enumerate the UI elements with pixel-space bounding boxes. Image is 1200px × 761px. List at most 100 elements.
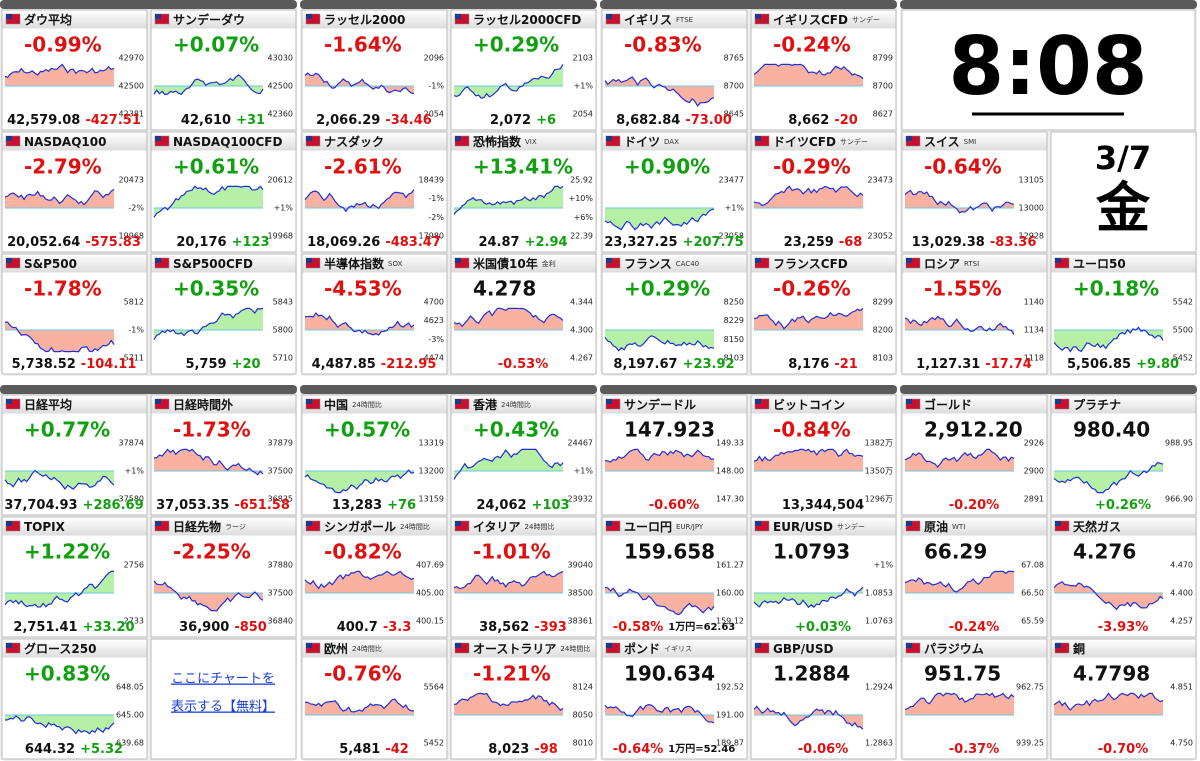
tile-header: [902, 639, 1047, 658]
bottom-value: 13,283: [332, 498, 382, 513]
tile-bg: [150, 516, 297, 638]
subtitle: EUR/JPY: [676, 523, 704, 531]
bottom-value: 38,562: [479, 620, 529, 635]
sparkline: [4, 570, 114, 608]
promo-link[interactable]: ここにチャートを: [171, 672, 275, 687]
chart-label: 5452: [424, 739, 444, 748]
bottom-line: -0.37%: [949, 742, 1000, 757]
chart-area: [605, 704, 714, 723]
sparkline: [304, 189, 415, 213]
chart-label: 36835: [268, 495, 293, 504]
tile-bg: [601, 131, 748, 253]
headline-value: -0.84%: [773, 418, 851, 442]
flag-canton: [755, 521, 761, 526]
tile: 天然ガス 4.470 4.400 4.257 4.276 -3.93%: [1050, 516, 1197, 638]
headline-value: +0.29%: [473, 33, 559, 57]
tile-bg: [450, 131, 597, 253]
tile: サンデーダウ 43030 42500 42360 +0.07% 42,610 +31: [150, 9, 297, 131]
headline-value: -0.29%: [773, 155, 851, 179]
promo-link[interactable]: 表示する【無料】: [171, 700, 275, 715]
bottom-value: -850: [234, 620, 267, 635]
name: ユーロ円: [624, 520, 672, 534]
chart-label: 4.300: [570, 326, 593, 335]
bottom-value: 13,344,504: [782, 498, 864, 513]
chart-area: [454, 571, 563, 593]
chart-label: 8250: [724, 298, 744, 307]
tile-name: イギリスCFD サンデー: [773, 12, 880, 27]
bottom-value: -575.83: [85, 235, 141, 250]
flag-canton: [1055, 399, 1061, 404]
name: ダウ平均: [24, 12, 72, 27]
headline-value: -1.01%: [473, 540, 551, 564]
tile-bg: [150, 9, 297, 131]
bottom-value: -483.47: [385, 235, 441, 250]
chart-label: 19968: [268, 232, 293, 241]
tile-name: ドイツCFD サンデー: [773, 135, 868, 149]
tile-header: [2, 10, 147, 29]
chart-label: 23058: [719, 232, 744, 241]
panel-top-bar: [600, 385, 897, 394]
chart-label: 4.267: [570, 354, 593, 363]
bottom-value: -0.06%: [798, 742, 849, 757]
tile: NASDAQ100CFD 20612 +1% 19968 +0.61% 20,176 +12…: [150, 131, 297, 253]
tile-header: [751, 10, 896, 29]
chart-label: +1%: [125, 467, 145, 476]
tile: 原油 WTI 67.08 66.50 65.59 66.29 -0.24%: [901, 516, 1048, 638]
flag-canton: [306, 643, 312, 648]
bottom-line: 18,069.26 -483.47: [307, 235, 441, 250]
tile-name: ダウ平均: [24, 12, 72, 27]
headline-value: +0.07%: [173, 33, 259, 57]
tile-header: [602, 639, 747, 658]
tile-name: GBP/USD: [773, 642, 834, 656]
headline-value: +0.61%: [173, 155, 259, 179]
tile-name: ビットコイン: [773, 397, 845, 412]
tile-header: [1051, 395, 1196, 414]
bottom-line: 8,023 -98: [488, 742, 558, 757]
name: 半導体指数: [324, 256, 385, 271]
tile-bg: [901, 516, 1048, 638]
tile-header: [751, 254, 896, 273]
subtitle: WTI: [952, 523, 965, 531]
headline-value: -2.61%: [324, 155, 402, 179]
tile: S&P500 5812 -1% 5711 -1.78% 5,738.52 -104.11: [1, 253, 148, 375]
headline-value: +0.18%: [1073, 277, 1159, 301]
tile-name: イタリア 24時間比: [473, 520, 554, 534]
chart-area: [5, 470, 114, 490]
chart-label: 161.27: [716, 561, 744, 570]
name: NASDAQ100: [24, 135, 106, 149]
tile-name: ドイツ DAX: [624, 135, 679, 149]
tile-name: S&P500: [24, 257, 77, 271]
headline-value: +0.29%: [624, 277, 710, 301]
chart-label: 147.30: [716, 495, 744, 504]
sparkline: [453, 307, 564, 328]
tile-name: 米国債10年 金利: [473, 256, 556, 271]
flag-canton: [906, 399, 912, 404]
subtitle: RTSI: [964, 260, 979, 268]
tile-header: [2, 132, 147, 151]
headline-value: -1.55%: [924, 277, 1002, 301]
bottom-value: +2.94: [525, 235, 568, 250]
tile: イギリスCFD サンデー 8799 8700 8627 -0.24% 8,662 -20: [750, 9, 897, 131]
name: オーストラリア: [473, 642, 556, 656]
chart-area: [905, 190, 1014, 213]
bottom-value: -0.60%: [649, 498, 700, 513]
chart-label: 25.92: [570, 176, 593, 185]
flag-canton: [155, 14, 161, 19]
chart-area: [305, 571, 414, 593]
bottom-line: 8,197.67 +23.92: [613, 357, 734, 372]
chart-area: [5, 715, 114, 734]
sparkline: [753, 705, 864, 730]
chart-label: 18439: [419, 176, 444, 185]
bottom-line: 5,506.85 +9.80: [1067, 357, 1179, 372]
headline-value: 4.7798: [1073, 662, 1150, 686]
chart-label: 191.00: [716, 711, 744, 720]
name: スイス: [924, 135, 960, 149]
tile-header: [2, 395, 147, 414]
tile-bg: [1, 131, 148, 253]
chart-label: 1.2924: [865, 683, 893, 692]
sparkline: [604, 208, 715, 231]
tile-name: ゴールド: [924, 397, 972, 412]
chart-label: 8200: [873, 326, 893, 335]
bottom-value: -34.46: [385, 113, 432, 128]
sparkline: [453, 570, 564, 590]
